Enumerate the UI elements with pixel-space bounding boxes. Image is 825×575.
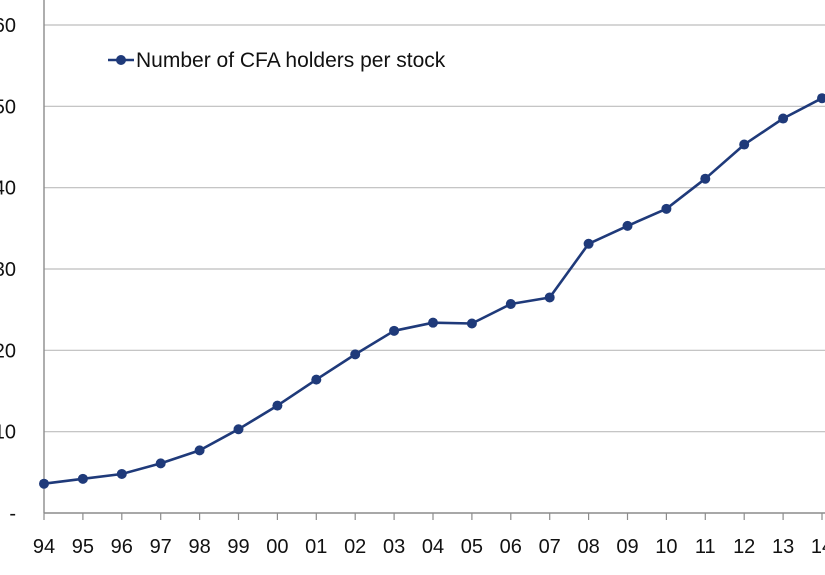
legend-label: Number of CFA holders per stock bbox=[136, 49, 446, 72]
data-point-01 bbox=[311, 374, 322, 385]
axes bbox=[43, 0, 825, 520]
data-point-00 bbox=[272, 400, 283, 411]
series-group bbox=[39, 93, 825, 489]
data-point-13 bbox=[778, 113, 789, 124]
y-tick-label-60: 60 bbox=[0, 15, 16, 37]
data-point-94 bbox=[39, 478, 49, 489]
y-tick-label-50: 50 bbox=[0, 96, 16, 118]
x-tick-label-97: 97 bbox=[150, 536, 172, 558]
data-point-04 bbox=[428, 317, 438, 328]
data-point-99 bbox=[233, 424, 244, 435]
y-tick-label-0: - bbox=[9, 503, 16, 525]
data-point-14 bbox=[817, 93, 825, 104]
x-tick-label-99: 99 bbox=[227, 536, 249, 558]
x-tick-label-96: 96 bbox=[111, 536, 133, 558]
x-tick-label-00: 00 bbox=[266, 536, 288, 558]
x-tick-label-98: 98 bbox=[188, 536, 210, 558]
x-tick-label-09: 09 bbox=[616, 536, 638, 558]
x-tick-label-95: 95 bbox=[72, 536, 94, 558]
data-point-98 bbox=[194, 445, 205, 456]
x-tick-label-03: 03 bbox=[383, 536, 405, 558]
data-point-03 bbox=[389, 325, 400, 336]
x-tick-label-07: 07 bbox=[539, 536, 561, 558]
data-point-08 bbox=[583, 238, 594, 249]
x-tick-label-10: 10 bbox=[655, 536, 677, 558]
x-tick-label-04: 04 bbox=[422, 536, 444, 558]
data-point-09 bbox=[622, 220, 633, 231]
x-tick-label-13: 13 bbox=[772, 536, 794, 558]
data-point-12 bbox=[739, 139, 750, 150]
x-tick-label-05: 05 bbox=[461, 536, 483, 558]
x-tick-label-02: 02 bbox=[344, 536, 366, 558]
x-tick-label-06: 06 bbox=[500, 536, 522, 558]
gridlines bbox=[44, 24, 825, 433]
x-tick-label-12: 12 bbox=[733, 536, 755, 558]
x-tick-label-08: 08 bbox=[577, 536, 599, 558]
data-point-02 bbox=[350, 349, 361, 360]
x-tick-label-94: 94 bbox=[33, 536, 55, 558]
data-point-11 bbox=[700, 173, 711, 184]
data-point-06 bbox=[505, 298, 516, 309]
data-point-96 bbox=[116, 468, 127, 479]
legend: Number of CFA holders per stock bbox=[108, 49, 446, 72]
y-tick-label-20: 20 bbox=[0, 340, 16, 362]
data-point-97 bbox=[155, 458, 166, 469]
data-point-95 bbox=[77, 473, 88, 484]
data-point-05 bbox=[466, 318, 477, 329]
x-tick-label-01: 01 bbox=[305, 536, 327, 558]
y-tick-label-10: 10 bbox=[0, 422, 16, 444]
x-tick-labels: 94 95 96 97 98 99 00 01 02 03 04 05 06 07 08 09 10 11 12 13… bbox=[33, 536, 825, 558]
x-tick-label-11: 11 bbox=[695, 536, 716, 558]
data-point-10 bbox=[661, 203, 672, 214]
data-point-07 bbox=[544, 292, 555, 303]
y-tick-label-40: 40 bbox=[0, 178, 16, 200]
y-tick-labels: - 10 20 30 40 50 60 bbox=[0, 15, 16, 525]
series-line-0 bbox=[43, 97, 823, 485]
legend-dot-marker bbox=[116, 55, 126, 65]
y-tick-label-30: 30 bbox=[0, 259, 16, 281]
x-tick-label-14: 14 bbox=[811, 536, 825, 558]
